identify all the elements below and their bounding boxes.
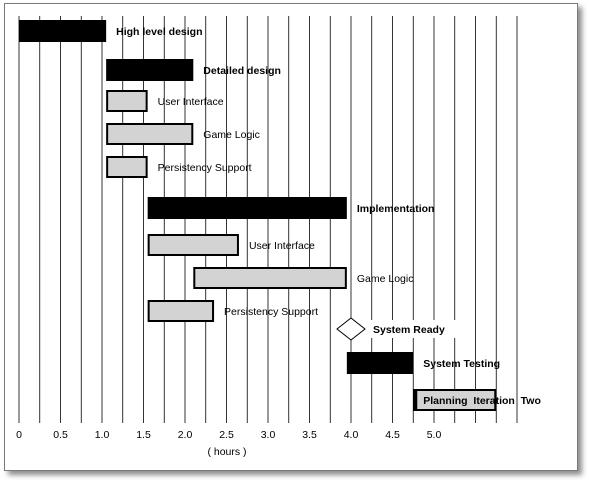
task-bar xyxy=(106,156,148,178)
task-row: Persistency Support xyxy=(106,156,252,178)
task-row: System Testing xyxy=(346,352,500,374)
task-bar xyxy=(147,234,239,256)
bar-start-marker xyxy=(413,390,418,410)
task-label: Implementation xyxy=(357,203,435,215)
task-row: Detailed design xyxy=(106,59,281,81)
task-label: User Interface xyxy=(158,96,224,108)
task-bar xyxy=(147,300,215,322)
summary-bar xyxy=(147,197,347,219)
x-axis-label: ( hours ) xyxy=(207,446,246,458)
task-label: Persistency Support xyxy=(158,162,252,174)
x-tick-label: 0 xyxy=(16,429,22,441)
x-tick-label: 4.5 xyxy=(385,429,400,441)
task-label: Planning Iteration Two xyxy=(423,395,541,407)
x-tick-label: 3.5 xyxy=(302,429,317,441)
chart-frame: High level design Detailed design User Int… xyxy=(4,3,578,471)
task-label: High level design xyxy=(116,26,202,38)
x-tick-label: 3.0 xyxy=(261,429,276,441)
task-row: User Interface xyxy=(106,90,224,112)
task-label: User Interface xyxy=(249,240,315,252)
x-tick-label: 5.0 xyxy=(427,429,442,441)
task-bars: High level design Detailed design User Int… xyxy=(19,20,541,411)
task-label: Game Logic xyxy=(357,273,414,285)
summary-bar xyxy=(346,352,414,374)
x-tick-label: 1.0 xyxy=(95,429,110,441)
task-label: Detailed design xyxy=(203,65,281,77)
task-row: System Ready xyxy=(336,317,467,341)
x-tick-label: 1.5 xyxy=(136,429,151,441)
grid-lines xyxy=(18,16,518,423)
task-label: System Ready xyxy=(373,324,445,336)
x-tick-label: 4.0 xyxy=(344,429,359,441)
task-row: Game Logic xyxy=(106,123,260,145)
summary-bar xyxy=(19,20,107,42)
milestone-marker xyxy=(336,317,366,341)
task-row: High level design xyxy=(19,20,203,42)
task-row: User Interface xyxy=(147,234,315,256)
x-tick-label: 0.5 xyxy=(53,429,68,441)
task-label: System Testing xyxy=(423,358,500,370)
task-bar xyxy=(106,123,194,145)
task-row: Game Logic xyxy=(193,267,414,289)
task-bar xyxy=(106,90,148,112)
task-label: Persistency Support xyxy=(224,306,318,318)
task-row: Persistency Support xyxy=(147,300,318,322)
x-tick-labels: 0 0.5 1.0 1.5 2.0 2.5 3.0 3.5 4.0 4.5 5.0 xyxy=(16,429,441,441)
x-tick-label: 2.5 xyxy=(219,429,234,441)
task-label: Game Logic xyxy=(203,129,260,141)
task-row: Implementation xyxy=(147,197,435,219)
x-tick-label: 2.0 xyxy=(178,429,193,441)
task-row: Planning Iteration Two xyxy=(413,389,541,411)
label-backing xyxy=(367,320,467,338)
summary-bar xyxy=(106,59,194,81)
task-bar xyxy=(193,267,347,289)
gantt-chart: High level design Detailed design User Int… xyxy=(16,16,541,458)
